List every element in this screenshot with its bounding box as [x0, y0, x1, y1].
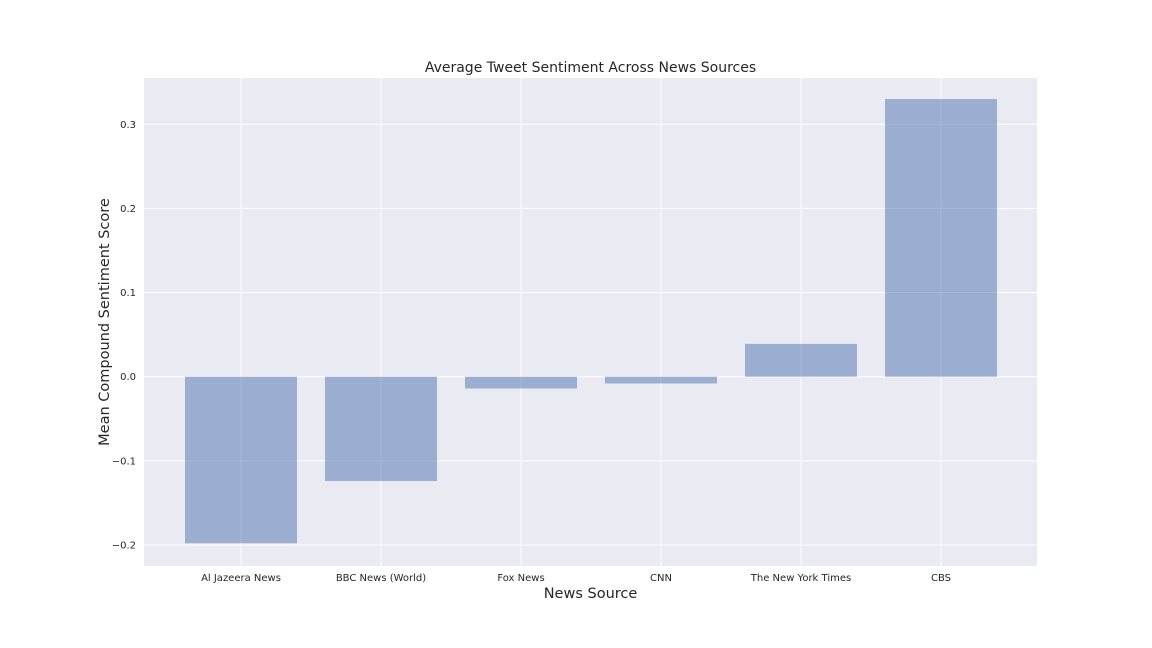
y-tick-labels: −0.2 −0.1 0.0 0.1 0.2 0.3	[112, 120, 136, 552]
bars	[185, 99, 997, 544]
x-tick-label: Al Jazeera News	[201, 573, 281, 584]
x-tick-label: BBC News (World)	[336, 573, 426, 584]
bar	[185, 376, 297, 544]
bar	[325, 376, 437, 482]
bar	[745, 343, 857, 377]
chart-title: Average Tweet Sentiment Across News Sour…	[425, 60, 756, 76]
y-axis-title: Mean Compound Sentiment Score	[97, 198, 113, 446]
bar	[465, 376, 577, 389]
x-tick-labels: Al Jazeera News BBC News (World) Fox News C…	[201, 573, 951, 584]
y-tick-label: 0.0	[120, 372, 136, 383]
x-tick-label: The New York Times	[750, 573, 851, 584]
y-tick-label: 0.1	[120, 288, 136, 299]
bar	[605, 376, 717, 384]
x-tick-label: CNN	[650, 573, 672, 584]
y-tick-label: 0.2	[120, 204, 136, 215]
x-tick-label: Fox News	[497, 573, 544, 584]
bar	[885, 99, 997, 377]
y-tick-label: −0.2	[112, 540, 136, 551]
y-tick-label: 0.3	[120, 120, 136, 131]
x-tick-label: CBS	[931, 573, 951, 584]
x-axis-title: News Source	[544, 586, 638, 602]
y-tick-label: −0.1	[112, 456, 136, 467]
